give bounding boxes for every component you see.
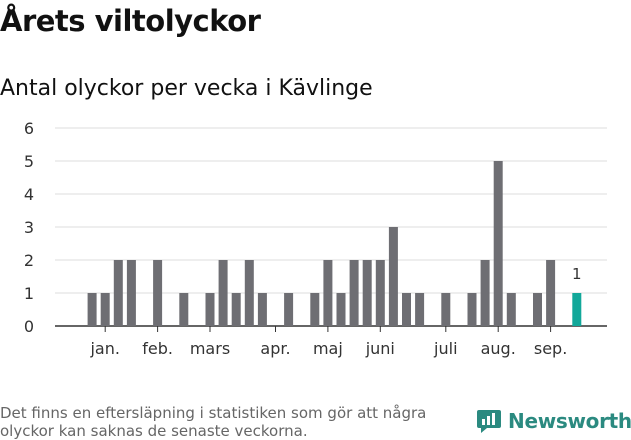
bar-chart: 0 1 2 3 4 5 6 jan. feb. mars apr. maj juni juli aug. s…	[24, 119, 607, 358]
bar[interactable]	[284, 293, 294, 326]
x-tick-label: juni	[365, 339, 395, 358]
bar[interactable]	[336, 293, 346, 326]
bar[interactable]	[257, 293, 267, 326]
bar[interactable]	[113, 260, 123, 326]
bar[interactable]	[323, 260, 333, 326]
y-tick-label: 5	[24, 152, 34, 171]
data-label: 1	[572, 265, 582, 283]
bars	[87, 161, 582, 326]
y-tick-label: 0	[24, 317, 34, 336]
bar[interactable]	[533, 293, 542, 326]
bar[interactable]	[179, 293, 189, 326]
chart-subtitle: Antal olyckor per vecka i Kävlinge	[0, 76, 373, 101]
x-tick-label: maj	[313, 339, 343, 358]
data-labels: 1	[572, 265, 582, 283]
bar[interactable]	[546, 260, 556, 326]
y-tick-label: 3	[24, 218, 34, 237]
bar[interactable]	[153, 260, 163, 326]
brand-logo[interactable]: Newsworthy	[476, 408, 631, 434]
chart-title: Årets viltolyckor	[0, 4, 261, 38]
bar[interactable]	[218, 260, 228, 326]
bar[interactable]	[388, 227, 398, 326]
bar[interactable]	[87, 293, 97, 326]
bar[interactable]	[467, 293, 477, 326]
bar[interactable]	[506, 293, 516, 326]
y-tick-label: 1	[24, 284, 34, 303]
x-tick-label: aug.	[481, 339, 516, 358]
bar[interactable]	[402, 293, 411, 326]
bar[interactable]	[126, 260, 136, 326]
footer-note: Det finns en eftersläpning i statistiken…	[0, 404, 427, 440]
x-tick-label: sep.	[534, 339, 567, 358]
x-tick-label: jan.	[89, 339, 119, 358]
y-tick-label: 6	[24, 119, 34, 138]
y-axis-ticks: 0 1 2 3 4 5 6	[24, 119, 34, 336]
x-tick-label: juli	[433, 339, 457, 358]
newsworthy-logo-icon	[477, 410, 501, 433]
x-tick-label: feb.	[142, 339, 173, 358]
bar[interactable]	[493, 161, 503, 326]
bar[interactable]	[362, 260, 372, 326]
bar[interactable]	[231, 293, 241, 326]
bar[interactable]	[480, 260, 490, 326]
bar[interactable]	[205, 293, 215, 326]
bar[interactable]	[349, 260, 359, 326]
bar[interactable]	[415, 293, 425, 326]
brand-name: Newsworthy	[508, 409, 631, 433]
x-tick-label: apr.	[260, 339, 290, 358]
bar[interactable]	[441, 293, 451, 326]
x-axis-ticks: jan. feb. mars apr. maj juni juli aug. sep.	[89, 326, 567, 358]
bar[interactable]	[244, 260, 254, 326]
x-tick-label: mars	[190, 339, 230, 358]
y-tick-label: 4	[24, 185, 34, 204]
bar-highlight[interactable]	[572, 293, 582, 326]
bar[interactable]	[100, 293, 110, 326]
bar[interactable]	[310, 293, 320, 326]
y-tick-label: 2	[24, 251, 34, 270]
bar[interactable]	[375, 260, 385, 326]
